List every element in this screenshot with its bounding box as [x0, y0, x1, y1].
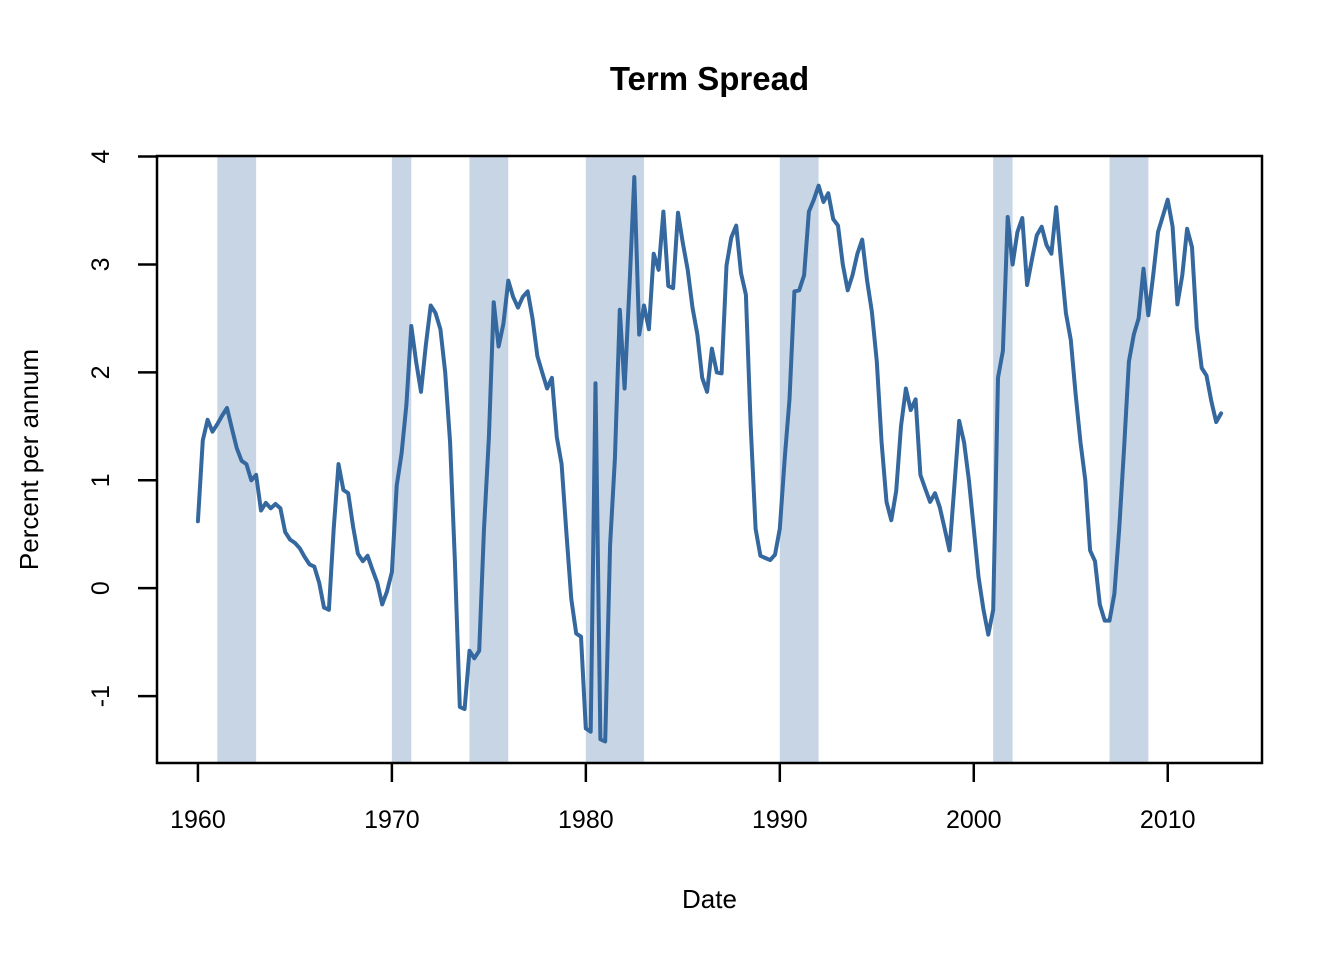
term-spread-line	[195, 175, 1224, 744]
y-tick-label: 1	[87, 473, 115, 487]
y-axis-label: Percent per annum	[14, 349, 44, 570]
y-tick-label: 2	[87, 365, 115, 379]
x-tick-label: 1970	[364, 806, 420, 834]
x-tick-label: 1980	[558, 806, 614, 834]
term-spread-series	[195, 175, 1224, 744]
y-tick-label: -1	[87, 685, 115, 707]
x-tick-label: 1990	[752, 806, 808, 834]
x-tick-label: 2010	[1140, 806, 1196, 834]
plot-border	[155, 154, 1264, 765]
y-tick-label: 3	[87, 257, 115, 271]
chart-title: Term Spread	[610, 60, 809, 97]
x-axis-label: Date	[682, 884, 737, 914]
y-tick-label: 0	[87, 581, 115, 595]
y-tick-label: 4	[87, 149, 115, 163]
x-tick-label: 2000	[946, 806, 1002, 834]
recession-band	[1109, 156, 1149, 763]
axis-tick-labels: 1960 1970 1980 1990 2000 2010 -1 0 1 2 3 4	[87, 149, 1196, 834]
x-tick-label: 1960	[170, 806, 226, 834]
axis-ticks	[138, 155, 1169, 782]
recession-band	[993, 156, 1013, 763]
recession-band	[217, 156, 257, 763]
